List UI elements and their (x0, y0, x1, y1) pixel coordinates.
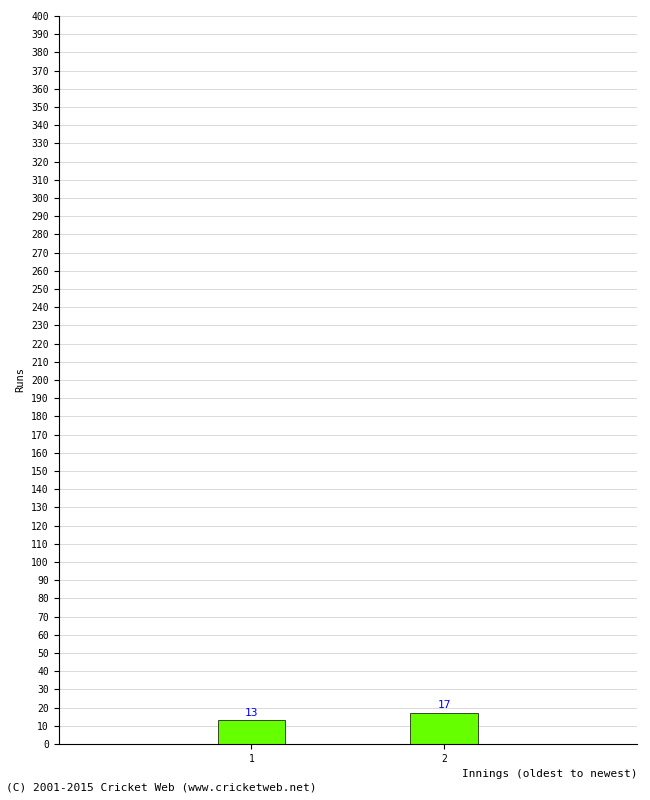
Text: 13: 13 (244, 708, 258, 718)
Text: (C) 2001-2015 Cricket Web (www.cricketweb.net): (C) 2001-2015 Cricket Web (www.cricketwe… (6, 782, 317, 792)
X-axis label: Innings (oldest to newest): Innings (oldest to newest) (462, 770, 637, 779)
Text: 17: 17 (437, 700, 451, 710)
Y-axis label: Runs: Runs (16, 367, 25, 393)
Bar (410, 713, 478, 744)
Bar (218, 720, 285, 744)
